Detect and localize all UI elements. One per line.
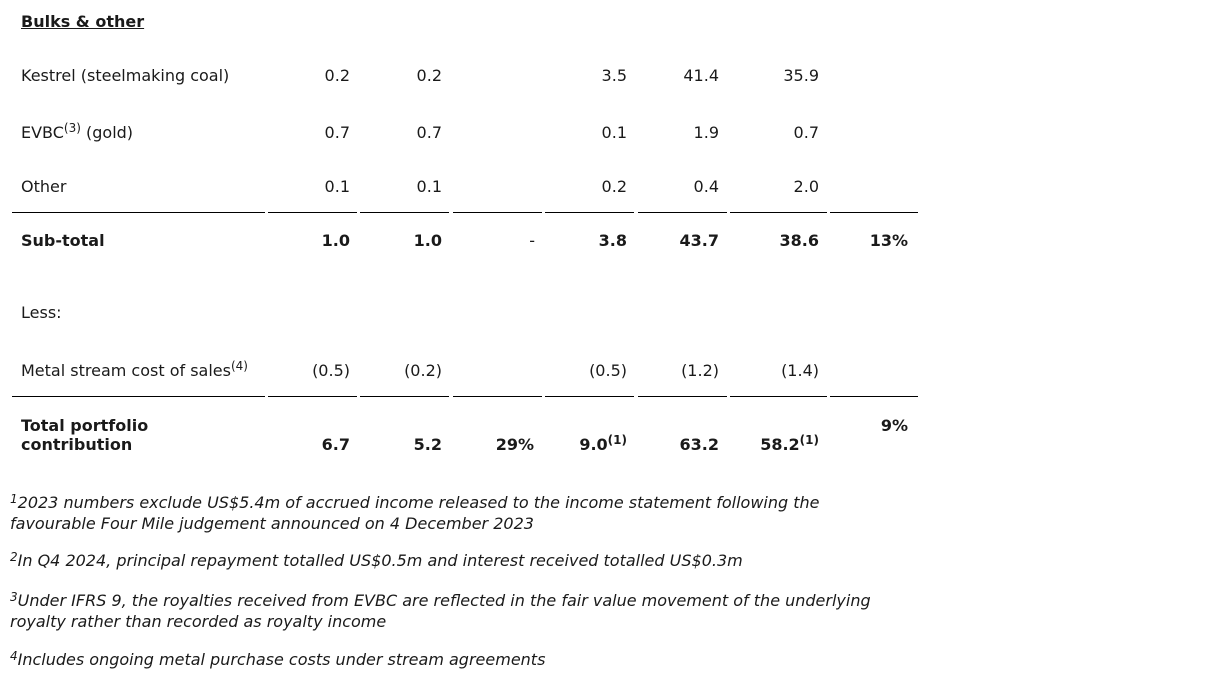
- cell-subtotal-c4: 3.8: [598, 231, 627, 250]
- rule-total-c2: [360, 396, 449, 397]
- cell-total-c4: 9.0(1): [547, 433, 627, 454]
- footnote-2-text: In Q4 2024, principal repayment totalled…: [17, 551, 743, 570]
- evbc-label-text: EVBC: [21, 123, 64, 142]
- row-label-other: Other: [21, 177, 67, 196]
- footnote-2-marker: 2: [10, 550, 18, 564]
- cell-evbc-c5: 1.9: [693, 123, 719, 142]
- cell-metal-stream-c5: (1.2): [681, 361, 719, 380]
- rule-total-c6: [730, 396, 827, 397]
- cell-subtotal-c5: 43.7: [679, 231, 719, 250]
- rule-subtotal-c7: [830, 212, 918, 213]
- cell-kestrel-c2: 0.2: [416, 66, 442, 85]
- cell-subtotal-c6: 38.6: [779, 231, 819, 250]
- cell-total-c1: 6.7: [321, 435, 350, 454]
- rule-subtotal-c6: [730, 212, 827, 213]
- rule-subtotal-c3: [453, 212, 542, 213]
- cell-evbc-c6: 0.7: [793, 123, 819, 142]
- evbc-label-suffix: (gold): [80, 123, 134, 142]
- row-label-less: Less:: [21, 303, 62, 322]
- cell-evbc-c1: 0.7: [324, 123, 350, 142]
- cell-total-c7: 9%: [880, 416, 908, 435]
- rule-subtotal-c2: [360, 212, 449, 213]
- cell-subtotal-c1: 1.0: [321, 231, 350, 250]
- cell-kestrel-c4: 3.5: [601, 66, 627, 85]
- cell-total-c6-value: 58.2: [760, 435, 800, 454]
- footnote-3: 3Under IFRS 9, the royalties received fr…: [10, 590, 910, 631]
- cell-other-c2: 0.1: [416, 177, 442, 196]
- footnote-4-text: Includes ongoing metal purchase costs un…: [17, 650, 546, 669]
- cell-other-c6: 2.0: [793, 177, 819, 196]
- row-label-total-line2: contribution: [21, 435, 133, 454]
- cell-subtotal-c3: -: [529, 231, 535, 250]
- cell-metal-stream-c6: (1.4): [781, 361, 819, 380]
- cell-total-c3: 29%: [495, 435, 534, 454]
- cell-subtotal-c2: 1.0: [413, 231, 442, 250]
- footnote-1: 12023 numbers exclude US$5.4m of accrued…: [10, 492, 890, 533]
- cell-total-c4-footnote-marker: (1): [607, 433, 627, 447]
- row-label-subtotal: Sub-total: [21, 231, 105, 250]
- rule-total-label: [12, 396, 265, 397]
- rule-subtotal-c1: [268, 212, 357, 213]
- cell-other-c4: 0.2: [601, 177, 627, 196]
- cell-other-c1: 0.1: [324, 177, 350, 196]
- footnote-1-text: 2023 numbers exclude US$5.4m of accrued …: [10, 493, 820, 533]
- footnote-3-text: Under IFRS 9, the royalties received fro…: [10, 591, 871, 631]
- cell-subtotal-c7: 13%: [869, 231, 908, 250]
- row-label-total-line1: Total portfolio: [21, 416, 149, 435]
- rule-total-c3: [453, 396, 542, 397]
- row-label-evbc: EVBC(3) (gold): [21, 121, 134, 142]
- cell-total-c5: 63.2: [679, 435, 719, 454]
- cell-total-c6-footnote-marker: (1): [799, 433, 819, 447]
- row-label-kestrel: Kestrel (steelmaking coal): [21, 66, 230, 85]
- cell-metal-stream-c2: (0.2): [404, 361, 442, 380]
- footnote-4-marker: 4: [10, 649, 18, 663]
- rule-total-c5: [638, 396, 727, 397]
- rule-total-c4: [545, 396, 634, 397]
- footnote-3-marker: 3: [10, 590, 18, 604]
- cell-total-c2: 5.2: [413, 435, 442, 454]
- cell-total-c4-value: 9.0: [579, 435, 608, 454]
- cell-metal-stream-c4: (0.5): [589, 361, 627, 380]
- cell-other-c5: 0.4: [693, 177, 719, 196]
- metal-stream-footnote-marker: (4): [230, 359, 248, 373]
- metal-stream-label-text: Metal stream cost of sales: [21, 361, 231, 380]
- rule-subtotal-c5: [638, 212, 727, 213]
- rule-total-c1: [268, 396, 357, 397]
- rule-subtotal-label: [12, 212, 265, 213]
- cell-kestrel-c6: 35.9: [783, 66, 819, 85]
- footnote-1-marker: 1: [10, 492, 18, 506]
- cell-evbc-c4: 0.1: [601, 123, 627, 142]
- footnote-2: 2In Q4 2024, principal repayment totalle…: [10, 550, 1010, 572]
- cell-kestrel-c1: 0.2: [324, 66, 350, 85]
- section-title: Bulks & other: [21, 12, 145, 31]
- cell-evbc-c2: 0.7: [416, 123, 442, 142]
- cell-total-c6: 58.2(1): [729, 433, 819, 454]
- cell-metal-stream-c1: (0.5): [312, 361, 350, 380]
- cell-kestrel-c5: 41.4: [683, 66, 719, 85]
- evbc-footnote-marker: (3): [63, 121, 81, 135]
- rule-total-c7: [830, 396, 918, 397]
- footnote-4: 4Includes ongoing metal purchase costs u…: [10, 649, 1010, 671]
- row-label-metal-stream: Metal stream cost of sales(4): [21, 359, 248, 380]
- rule-subtotal-c4: [545, 212, 634, 213]
